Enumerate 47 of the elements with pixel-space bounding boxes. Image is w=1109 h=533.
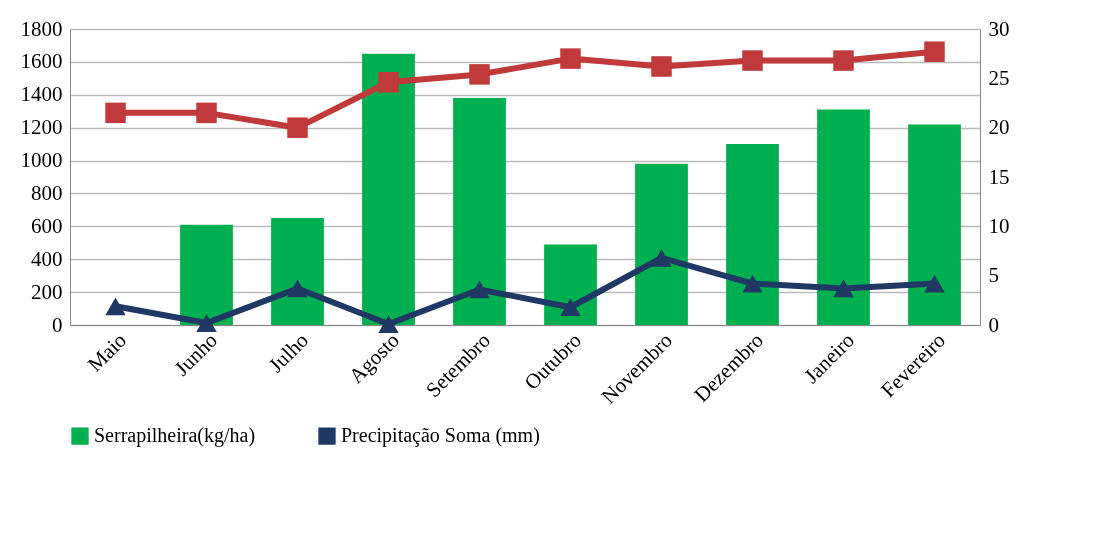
point — [105, 102, 126, 124]
y2-tick-label: 15 — [988, 164, 1010, 189]
point — [287, 279, 308, 298]
legend-label: Precipitação Soma (mm) — [341, 424, 540, 448]
point — [287, 117, 308, 138]
bar — [453, 98, 506, 325]
y-tick-label: 0 — [52, 312, 63, 337]
y2-tick-label: 30 — [988, 16, 1010, 41]
point — [833, 279, 854, 298]
y-tick-label: 800 — [31, 180, 63, 205]
point — [105, 297, 126, 316]
point — [742, 50, 763, 71]
point — [469, 280, 490, 299]
y-tick-label: 1600 — [20, 49, 63, 74]
bar — [817, 109, 870, 325]
point — [378, 72, 399, 93]
y-tick-label: 600 — [31, 213, 63, 238]
point — [469, 64, 490, 85]
point — [196, 314, 217, 332]
point — [196, 102, 217, 124]
y-tick-label: 1200 — [20, 115, 63, 140]
y2-tick-label: 10 — [988, 213, 1010, 238]
bar — [180, 224, 233, 325]
y-tick-label: 1800 — [20, 16, 63, 41]
point — [560, 48, 581, 69]
point — [560, 298, 581, 317]
legend-label: Serrapilheira(kg/ha) — [94, 424, 256, 448]
bar — [635, 163, 688, 325]
point — [651, 56, 672, 77]
bar — [362, 53, 415, 325]
point — [378, 315, 399, 333]
y-tick-label: 1400 — [20, 82, 63, 107]
bar — [271, 218, 324, 325]
point — [924, 41, 945, 62]
y-tick-label: 1000 — [20, 148, 63, 173]
point — [924, 274, 945, 293]
point — [651, 249, 672, 267]
y2-tick-label: 25 — [988, 65, 1010, 90]
point — [742, 274, 763, 293]
y-tick-label: 200 — [31, 279, 63, 304]
y-tick-label: 400 — [31, 246, 63, 271]
y2-tick-label: 0 — [988, 312, 999, 337]
y2-tick-label: 5 — [988, 263, 999, 288]
bar — [726, 144, 779, 325]
bar — [908, 124, 961, 325]
point — [833, 50, 854, 71]
y2-tick-label: 20 — [988, 115, 1010, 140]
